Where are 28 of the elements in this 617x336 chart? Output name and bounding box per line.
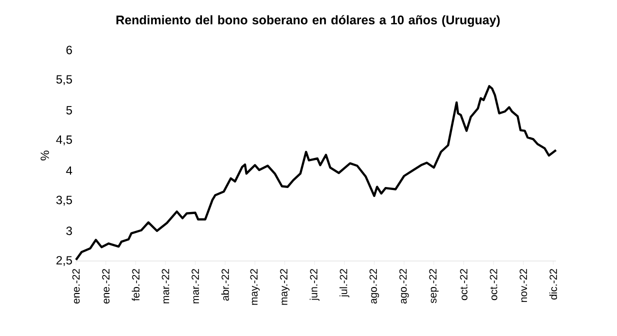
- x-tick-label: nov.-22: [520, 269, 528, 302]
- line-series: [74, 85, 558, 261]
- y-axis-title: %: [40, 150, 50, 160]
- x-tick-label: may.-22: [250, 269, 260, 305]
- x-tick-label: mar.-22: [192, 269, 200, 304]
- x-tick-label: jun.-22: [310, 269, 320, 301]
- y-tick-label: 3,5: [56, 196, 72, 206]
- y-tick-label: 5: [66, 106, 72, 114]
- x-tick-label: may.-22: [280, 269, 290, 305]
- chart-title: Rendimiento del bono soberano en dólares a 10 años (Uruguay): [116, 15, 500, 27]
- y-tick-label: 6: [66, 46, 72, 54]
- y-tick-label: 4,5: [56, 136, 72, 146]
- x-tick-label: ene.-22: [102, 269, 110, 304]
- x-tick-label: abr.-22: [221, 269, 229, 301]
- x-tick-label: ago.-22: [399, 269, 409, 304]
- x-tick-label: dic.-22: [549, 269, 558, 300]
- y-tick-label: 2,5: [56, 256, 72, 266]
- x-tick-label: ago.-22: [370, 269, 379, 304]
- y-tick-label: 3: [66, 226, 72, 236]
- x-tick-label: oct.-22: [490, 269, 498, 300]
- x-tick-label: sep.-22: [429, 269, 439, 304]
- x-tick-label: mar.-22: [162, 269, 170, 304]
- x-tick-label: jul.-22: [340, 269, 350, 298]
- y-tick-label: 4: [66, 166, 72, 175]
- y-tick-label: 5,5: [56, 75, 72, 86]
- x-tick-label: feb.-22: [132, 269, 140, 301]
- x-tick-label: oct.-22: [460, 269, 468, 300]
- x-tick-label: ene.-22: [72, 269, 80, 304]
